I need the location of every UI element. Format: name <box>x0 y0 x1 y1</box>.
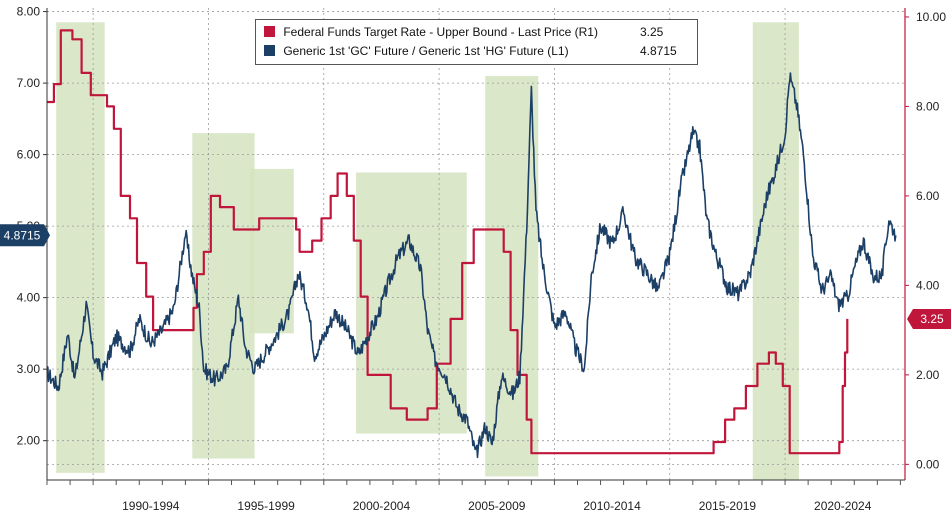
shaded-period-6 <box>752 22 799 480</box>
axes <box>43 8 909 485</box>
legend-swatch-gold-copper <box>264 45 275 56</box>
left-tick-label-6: 7.00 <box>17 76 41 90</box>
last-value-badges: 4.8715 3.25 <box>0 224 951 329</box>
recession-shading-layer <box>56 22 799 480</box>
right-tick-label-4: 6.00 <box>916 189 940 203</box>
legend: Federal Funds Target Rate - Upper Bound … <box>255 19 698 65</box>
period-label-7: 2020-2024 <box>814 499 872 513</box>
right-tick-label-3: 4.00 <box>916 278 940 292</box>
period-label-2: 1995-1999 <box>237 499 295 513</box>
right-tick-label-5: 8.00 <box>916 99 940 113</box>
period-label-1: 1990-1994 <box>122 499 180 513</box>
series-line-fed-funds <box>47 29 849 455</box>
period-label-3: 2000-2004 <box>353 499 411 513</box>
period-label-6: 2015-2019 <box>699 499 757 513</box>
shaded-period-2 <box>192 133 255 459</box>
legend-label-gold-copper: Generic 1st 'GC' Future / Generic 1st 'H… <box>283 44 569 58</box>
shaded-period-1 <box>56 22 105 473</box>
last-value-badge-gold-copper-text: 4.8715 <box>4 228 41 242</box>
left-tick-label-2: 3.00 <box>17 362 41 376</box>
last-value-badge-fed-funds <box>907 308 951 329</box>
right-tick-label-1: 0.00 <box>916 457 940 471</box>
right-tick-label-2: 2.00 <box>916 368 940 382</box>
series-layer <box>46 29 897 459</box>
gridlines <box>47 8 905 480</box>
left-tick-label-3: 4.00 <box>17 291 41 305</box>
legend-item-fed-funds: Federal Funds Target Rate - Upper Bound … <box>264 24 663 40</box>
right-tick-label-6: 10.00 <box>916 10 946 24</box>
left-tick-label-5: 6.00 <box>17 148 41 162</box>
legend-label-fed-funds: Federal Funds Target Rate - Upper Bound … <box>283 25 598 39</box>
legend-value-fed-funds: 3.25 <box>640 25 664 39</box>
last-value-badge-fed-funds-text: 3.25 <box>920 312 944 326</box>
series-line-gold-copper <box>46 72 897 459</box>
period-label-5: 2010-2014 <box>583 499 641 513</box>
legend-value-gold-copper: 4.8715 <box>640 44 677 58</box>
shaded-period-3 <box>249 168 294 334</box>
left-tick-label-1: 2.00 <box>17 434 41 448</box>
legend-swatch-fed-funds <box>264 26 275 37</box>
legend-item-gold-copper: Generic 1st 'GC' Future / Generic 1st 'H… <box>264 43 677 59</box>
period-label-4: 2005-2009 <box>468 499 526 513</box>
left-tick-label-7: 8.00 <box>17 5 41 19</box>
last-value-badge-gold-copper <box>0 224 50 247</box>
